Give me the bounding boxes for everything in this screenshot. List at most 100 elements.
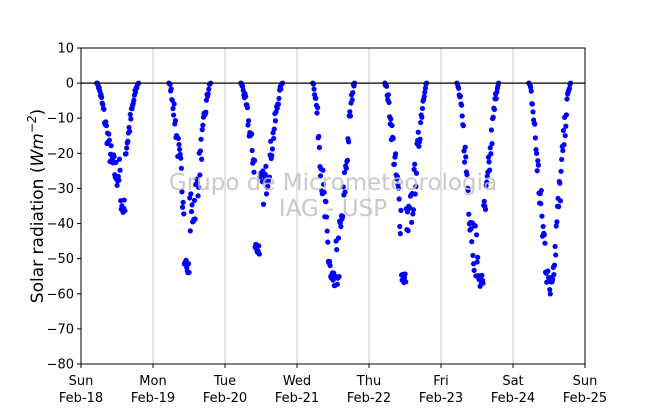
x-tick-label-date: Feb-25 bbox=[563, 391, 607, 406]
x-axis-ticks: Sun Feb-18 Mon Feb-19 Tue Feb-20 Wed Feb-21 Thu F… bbox=[59, 364, 607, 406]
data-point bbox=[122, 208, 128, 214]
data-point bbox=[330, 277, 336, 283]
data-point bbox=[108, 143, 114, 149]
data-point bbox=[203, 97, 210, 103]
data-point bbox=[551, 272, 557, 278]
data-point bbox=[181, 211, 187, 217]
data-point bbox=[489, 140, 495, 147]
data-point bbox=[338, 223, 344, 230]
data-point bbox=[245, 118, 252, 124]
data-point bbox=[192, 216, 198, 222]
data-point bbox=[469, 239, 475, 245]
x-tick-label-date: Feb-18 bbox=[59, 391, 103, 406]
data-point bbox=[415, 129, 421, 135]
data-point bbox=[529, 101, 536, 107]
data-point bbox=[344, 157, 351, 163]
data-point bbox=[472, 223, 478, 229]
y-tick-label: 0 bbox=[66, 77, 74, 92]
data-point bbox=[405, 228, 411, 234]
data-point bbox=[553, 252, 559, 258]
data-point bbox=[199, 127, 205, 133]
data-point bbox=[243, 93, 249, 100]
data-point bbox=[111, 154, 117, 160]
data-point bbox=[539, 213, 545, 219]
y-tick-label: −60 bbox=[47, 287, 74, 302]
data-point bbox=[123, 151, 129, 157]
data-point bbox=[552, 243, 558, 250]
data-point bbox=[175, 135, 181, 142]
y-tick-label: −50 bbox=[47, 252, 74, 267]
data-point bbox=[278, 86, 284, 92]
data-point bbox=[316, 144, 323, 151]
data-point bbox=[249, 147, 255, 154]
data-point bbox=[200, 122, 206, 128]
data-point bbox=[315, 105, 321, 111]
data-point bbox=[488, 151, 494, 157]
data-point bbox=[457, 93, 464, 99]
data-point bbox=[482, 206, 489, 212]
data-point bbox=[350, 90, 356, 96]
data-point bbox=[176, 146, 183, 152]
data-point bbox=[346, 139, 352, 145]
data-point bbox=[419, 114, 425, 120]
data-point bbox=[538, 201, 544, 207]
data-point bbox=[551, 262, 558, 268]
data-point bbox=[491, 106, 498, 113]
data-point bbox=[103, 123, 109, 129]
data-point bbox=[459, 102, 465, 108]
data-point bbox=[471, 267, 477, 273]
y-tick-label: 10 bbox=[57, 42, 74, 57]
data-point bbox=[563, 123, 569, 129]
data-point bbox=[323, 214, 330, 220]
data-point bbox=[251, 169, 257, 175]
x-tick-label-date: Feb-22 bbox=[347, 391, 391, 406]
data-point bbox=[195, 193, 201, 199]
y-tick-label: −10 bbox=[47, 112, 74, 127]
data-point bbox=[117, 167, 123, 173]
data-point bbox=[133, 89, 139, 95]
data-point bbox=[391, 161, 397, 167]
data-point bbox=[188, 208, 195, 215]
data-point bbox=[327, 262, 333, 269]
data-point bbox=[186, 269, 192, 276]
data-point bbox=[410, 211, 416, 217]
data-point bbox=[545, 268, 551, 274]
data-point bbox=[484, 173, 490, 179]
data-point bbox=[465, 187, 471, 194]
data-point bbox=[178, 165, 184, 171]
data-point bbox=[553, 223, 559, 229]
data-point bbox=[532, 135, 539, 141]
data-point bbox=[114, 182, 120, 188]
data-point bbox=[468, 226, 474, 232]
x-tick-label-date: Feb-19 bbox=[131, 391, 175, 406]
data-point bbox=[177, 151, 183, 157]
y-axis-label-unit: Wm bbox=[28, 133, 48, 166]
data-point bbox=[101, 106, 107, 112]
data-point bbox=[311, 86, 317, 92]
data-point bbox=[99, 94, 105, 100]
data-point bbox=[403, 279, 409, 285]
data-point bbox=[125, 138, 131, 144]
watermark-line-2: IAG - USP bbox=[279, 196, 387, 222]
data-point bbox=[417, 136, 423, 142]
data-point bbox=[561, 142, 567, 148]
data-point bbox=[544, 279, 550, 285]
x-tick-label-day: Thu bbox=[356, 374, 381, 389]
x-tick-label-day: Tue bbox=[213, 374, 236, 389]
data-point bbox=[326, 258, 333, 265]
data-point bbox=[460, 123, 467, 129]
data-point bbox=[404, 209, 411, 215]
data-point bbox=[187, 195, 193, 201]
x-tick-label-date: Feb-20 bbox=[203, 391, 247, 406]
data-point bbox=[487, 167, 493, 173]
data-point bbox=[131, 97, 137, 103]
data-point bbox=[106, 137, 112, 143]
data-point bbox=[480, 280, 486, 286]
y-axis-label-end: ) bbox=[28, 109, 48, 116]
data-point bbox=[389, 122, 395, 129]
gridlines bbox=[152, 48, 514, 364]
data-point bbox=[262, 171, 268, 178]
data-point bbox=[127, 111, 133, 118]
data-point bbox=[541, 232, 547, 238]
data-point bbox=[410, 207, 417, 213]
